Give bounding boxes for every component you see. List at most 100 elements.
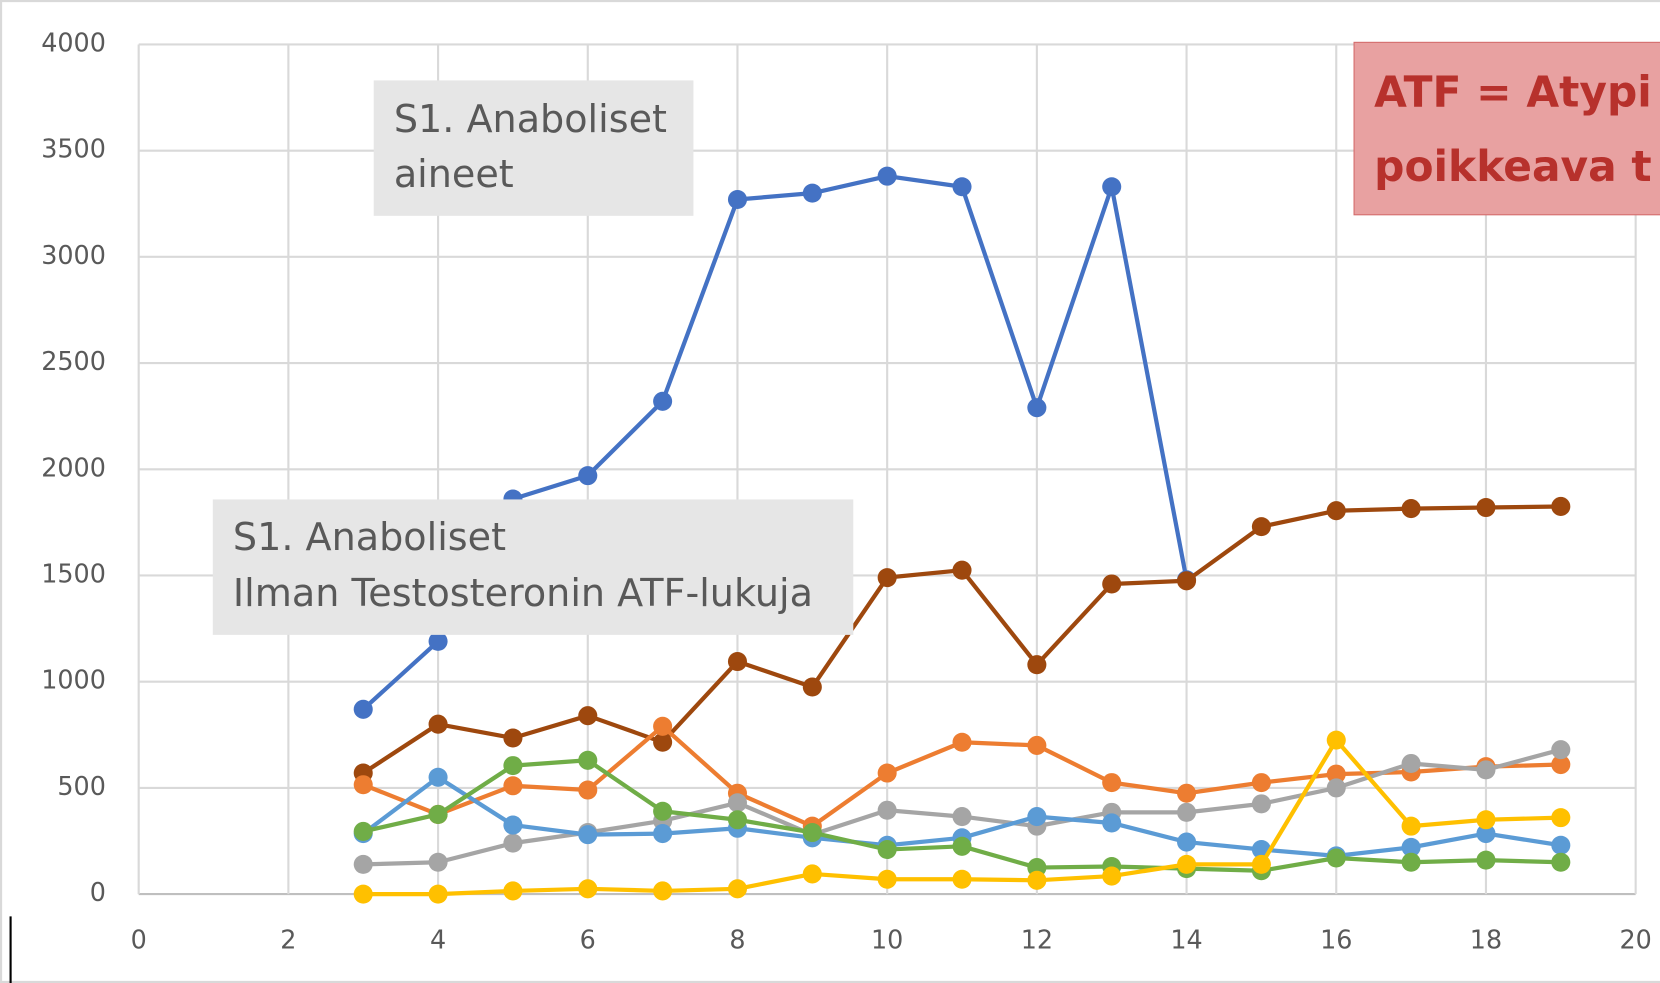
data-point [1326, 501, 1346, 521]
data-point [1551, 808, 1571, 828]
data-point [1401, 499, 1421, 519]
data-point [727, 189, 747, 210]
x-tick-label: 20 [1619, 925, 1651, 955]
y-tick-label: 4000 [41, 27, 106, 57]
data-point [653, 824, 673, 844]
x-tick-label: 14 [1170, 925, 1202, 955]
data-point [1401, 837, 1421, 857]
data-point [952, 177, 972, 197]
data-point [353, 775, 373, 795]
data-point [1177, 854, 1197, 874]
data-point [1177, 832, 1197, 852]
data-point [578, 780, 598, 800]
data-point [1177, 802, 1197, 822]
annotation: S1. Anaboliset aineet [373, 80, 694, 216]
data-point [503, 776, 523, 796]
data-point [653, 716, 673, 736]
data-point [1027, 735, 1047, 755]
data-point [1551, 835, 1571, 855]
data-point [578, 879, 598, 899]
data-point [653, 391, 673, 411]
data-point [503, 756, 523, 776]
data-point [1476, 850, 1496, 870]
x-tick-label: 2 [280, 925, 296, 955]
x-tick-label: 8 [729, 925, 745, 955]
x-tick-label: 18 [1470, 925, 1502, 955]
data-point [727, 879, 747, 899]
data-point [1251, 517, 1271, 537]
data-point [1177, 571, 1197, 591]
data-point [1102, 177, 1122, 197]
data-point [1401, 753, 1421, 774]
annotation-text: poikkeava t [1374, 142, 1652, 191]
data-point [353, 854, 373, 874]
data-point [877, 166, 897, 186]
data-point [1102, 773, 1122, 793]
data-point [802, 183, 822, 203]
data-point [578, 825, 598, 845]
y-tick-label: 500 [57, 771, 105, 801]
data-point [877, 763, 897, 783]
data-point [952, 560, 972, 580]
data-point [1551, 740, 1571, 760]
data-point [1401, 852, 1421, 872]
annotation-text: aineet [394, 152, 514, 196]
data-point [877, 568, 897, 588]
x-tick-label: 16 [1320, 925, 1352, 955]
y-tick-label: 3000 [41, 240, 106, 270]
data-point [653, 732, 673, 752]
data-point [727, 651, 747, 672]
data-point [1251, 854, 1271, 874]
y-tick-label: 2500 [41, 346, 106, 376]
data-point [428, 767, 448, 787]
data-point [428, 714, 448, 734]
data-point [353, 821, 373, 841]
data-point [1476, 810, 1496, 830]
data-point [1476, 824, 1496, 844]
y-tick-label: 2000 [41, 452, 106, 482]
data-point [1027, 655, 1047, 675]
data-point [1401, 816, 1421, 836]
x-tick-label: 6 [580, 925, 596, 955]
annotation-box [212, 499, 854, 635]
annotation-text: Ilman Testosteronin ATF-lukuja [233, 571, 813, 615]
y-tick-label: 1500 [41, 558, 106, 588]
annotation-text: ATF = Atypi [1374, 68, 1652, 117]
data-point [802, 822, 822, 843]
data-point [1551, 496, 1571, 516]
data-point [428, 884, 448, 904]
data-point [877, 839, 897, 860]
data-point [1027, 870, 1047, 890]
data-point [802, 677, 822, 697]
data-point [1027, 398, 1047, 418]
data-point [952, 807, 972, 827]
data-point [952, 836, 972, 856]
annotation-box [373, 80, 694, 216]
data-point [1251, 773, 1271, 793]
data-point [653, 801, 673, 821]
annotation-text: S1. Anaboliset [233, 515, 506, 559]
data-point [727, 810, 747, 830]
data-point [503, 833, 523, 853]
data-point [1326, 730, 1346, 750]
data-point [578, 466, 598, 486]
data-point [802, 864, 822, 884]
x-tick-label: 10 [871, 925, 903, 955]
data-point [1326, 848, 1346, 868]
annotation-box [1353, 41, 1660, 216]
y-tick-label: 3500 [41, 134, 106, 164]
data-point [428, 852, 448, 872]
data-point [952, 869, 972, 889]
data-point [1251, 794, 1271, 814]
data-point [353, 884, 373, 904]
data-point [1102, 574, 1122, 594]
data-point [1476, 760, 1496, 780]
data-point [1102, 866, 1122, 886]
annotation-text: S1. Anaboliset [394, 97, 667, 141]
data-point [1326, 764, 1346, 784]
data-point [503, 728, 523, 748]
data-point [1027, 807, 1047, 827]
annotation: S1. Anaboliset Ilman Testosteronin ATF-lu… [212, 499, 854, 635]
y-tick-label: 1000 [41, 665, 106, 695]
data-point [353, 699, 373, 719]
